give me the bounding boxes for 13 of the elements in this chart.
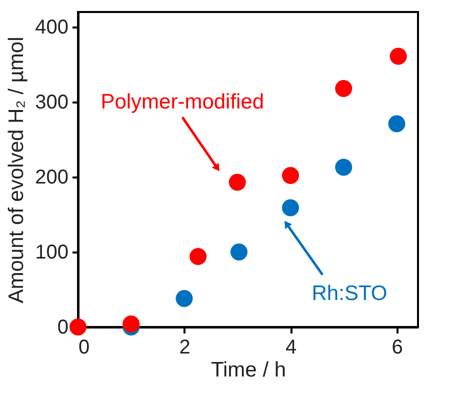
y-tick-label: 300	[35, 92, 68, 114]
y-axis-title: Amount of evolved H₂ / µmol	[5, 36, 28, 304]
y-tick-label: 0	[57, 316, 68, 338]
y-tick-label: 100	[35, 242, 68, 264]
x-tick-label: 2	[179, 336, 190, 358]
text: Polymer-modified	[100, 90, 264, 114]
x-tick-label: 4	[285, 336, 297, 358]
x-tick-label: 6	[392, 336, 403, 358]
text: Rh:STO	[312, 282, 388, 305]
x-axis-title: Time / h	[210, 358, 286, 382]
y-tick-label: 200	[35, 166, 68, 188]
x-tick-label: 0	[78, 336, 90, 358]
y-tick-label: 400	[35, 16, 68, 38]
